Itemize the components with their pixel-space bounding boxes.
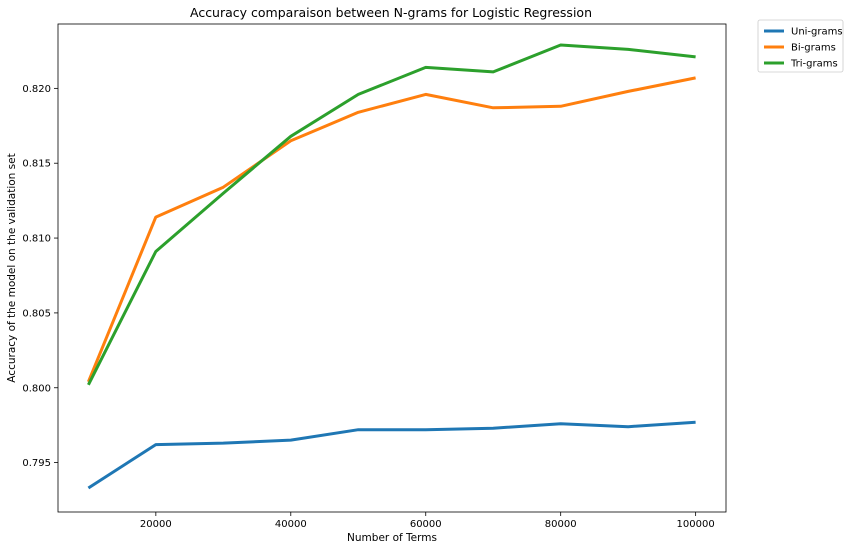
series-line-tri-grams — [87, 43, 696, 386]
legend: Uni-grams Bi-grams Tri-grams — [757, 19, 844, 73]
legend-label: Tri-grams — [790, 59, 838, 70]
y-tick-label: 0.795 — [22, 458, 51, 469]
x-axis: 20000 40000 60000 80000 100000 — [140, 512, 715, 530]
y-tick-label: 0.820 — [22, 84, 51, 95]
y-tick-label: 0.805 — [22, 308, 51, 319]
y-axis-label: Accuracy of the model on the validation … — [6, 153, 18, 382]
x-tick-label: 100000 — [677, 519, 715, 530]
x-tick-label: 60000 — [410, 519, 442, 530]
y-axis: 0.795 0.800 0.805 0.810 0.815 0.820 — [22, 84, 58, 469]
chart-title: Accuracy comparaison between N-grams for… — [190, 5, 592, 20]
legend-label: Uni-grams — [791, 27, 843, 38]
legend-label: Bi-grams — [791, 43, 836, 54]
plot-area — [57, 23, 727, 513]
x-tick-label: 40000 — [275, 519, 307, 530]
series-lines — [87, 43, 696, 490]
series-line-uni-grams — [87, 420, 696, 490]
x-axis-label: Number of Terms — [347, 532, 437, 544]
x-tick-label: 80000 — [545, 519, 577, 530]
x-tick-label: 20000 — [140, 519, 172, 530]
y-tick-label: 0.815 — [22, 159, 51, 170]
series-line-bi-grams — [87, 76, 696, 383]
legend-box — [757, 19, 844, 73]
y-tick-label: 0.810 — [22, 234, 51, 245]
y-tick-label: 0.800 — [22, 383, 51, 394]
